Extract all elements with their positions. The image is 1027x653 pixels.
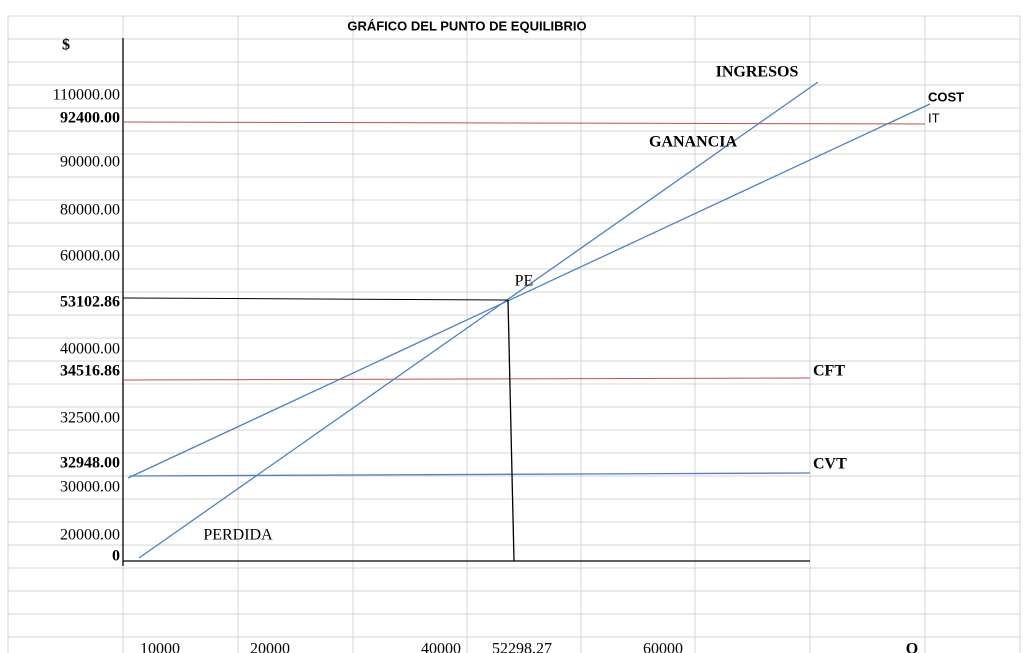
y-label: 80000.00 (60, 202, 120, 219)
it-line (122, 121, 926, 125)
y-label: 53102.86 (60, 294, 120, 311)
y-label: 32948.00 (60, 455, 120, 472)
y-label: 32500.00 (60, 410, 120, 427)
x-axis-title: Q (906, 641, 918, 653)
annotation: PE (515, 273, 534, 290)
y-label: 0 (112, 548, 120, 565)
annotation: INGRESOS (716, 64, 799, 81)
y-label: 60000.00 (60, 248, 120, 265)
chart-title: GRÁFICO DEL PUNTO DE EQUILIBRIO (347, 18, 586, 33)
annotation: COST (928, 89, 964, 104)
y-label: 30000.00 (60, 479, 120, 496)
annotation: CVT (813, 456, 847, 473)
y-label: 110000.00 (53, 87, 120, 104)
cost-line (127, 103, 931, 479)
annotation: IT (928, 110, 940, 125)
x-label: 40000 (421, 641, 461, 653)
y-label: 92400.00 (60, 110, 120, 127)
x-label: 20000 (250, 641, 290, 653)
annotation: CFT (813, 363, 845, 380)
y-label: 20000.00 (60, 527, 120, 544)
x-label: 60000 (643, 641, 683, 653)
y-label: 34516.86 (60, 363, 120, 380)
pe-vertical (507, 299, 515, 562)
ingresos-line (138, 81, 819, 559)
annotation: GANANCIA (649, 134, 737, 151)
annotation: PERDIDA (203, 527, 273, 544)
y-axis-title: $ (62, 37, 70, 54)
cvt-line (129, 472, 811, 477)
x-label: 52298.27 (492, 641, 552, 653)
pe-horizontal (122, 297, 509, 301)
y-label: 90000.00 (60, 154, 120, 171)
cell-grid (7, 15, 1021, 653)
y-label: 40000.00 (60, 341, 120, 358)
x-label: 10000 (140, 641, 180, 653)
cft-line (122, 377, 811, 381)
